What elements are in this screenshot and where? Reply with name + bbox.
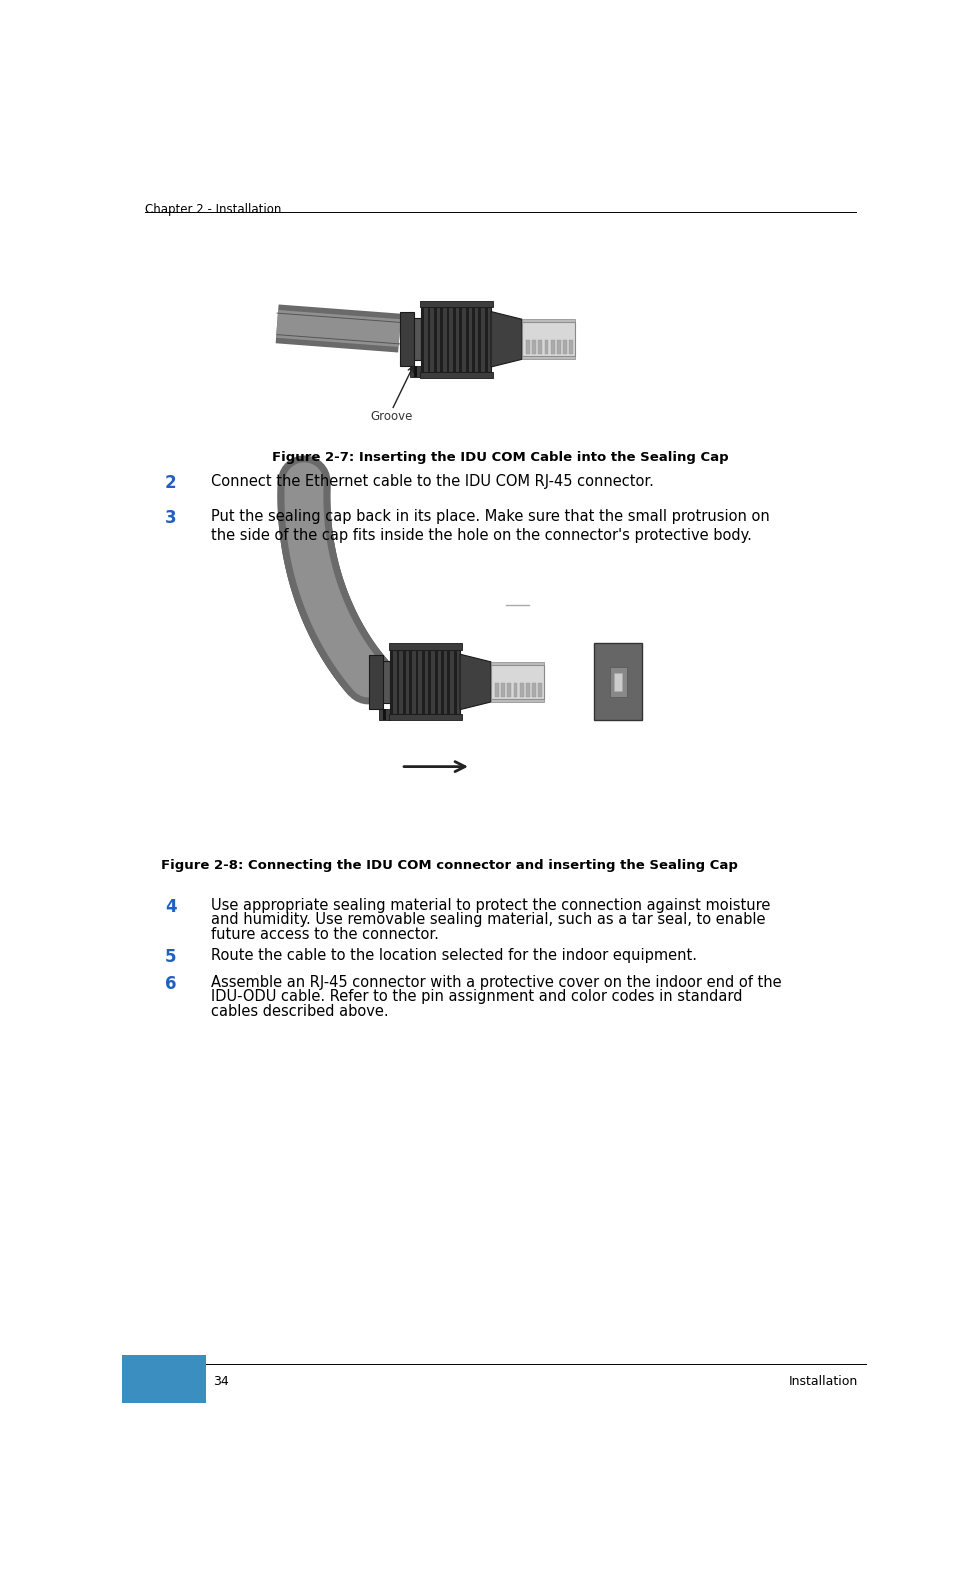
Bar [420, 372, 492, 378]
Bar [413, 366, 416, 377]
Bar [544, 340, 548, 355]
Bar [507, 682, 511, 697]
Bar [453, 649, 456, 714]
Bar [491, 698, 544, 701]
Bar [435, 649, 438, 714]
Bar [409, 649, 412, 714]
Text: Put the sealing cap back in its place. Make sure that the small protrusion on: Put the sealing cap back in its place. M… [211, 509, 770, 523]
Bar [495, 682, 499, 697]
Bar [428, 649, 431, 714]
Bar [383, 660, 390, 703]
Bar [491, 665, 544, 698]
Bar [441, 649, 444, 714]
Bar [485, 307, 488, 372]
Bar [538, 682, 542, 697]
Bar [466, 307, 469, 372]
Bar [472, 307, 475, 372]
Bar [532, 682, 536, 697]
Bar [390, 649, 460, 714]
Text: 3: 3 [165, 509, 177, 526]
Bar [397, 649, 400, 714]
Text: Groove: Groove [370, 410, 412, 422]
Bar [551, 340, 555, 355]
Bar [413, 318, 421, 359]
Bar [383, 709, 386, 720]
Text: 2: 2 [165, 474, 177, 492]
Polygon shape [491, 312, 522, 367]
Bar [570, 340, 573, 355]
Bar [434, 307, 437, 372]
Bar [538, 340, 542, 355]
Text: Figure 2-8: Connecting the IDU COM connector and inserting the Sealing Cap: Figure 2-8: Connecting the IDU COM conne… [161, 859, 738, 872]
Bar [514, 682, 518, 697]
Text: Installation: Installation [789, 1374, 859, 1387]
Bar [441, 307, 444, 372]
Text: 4: 4 [165, 897, 177, 916]
Bar [446, 307, 449, 372]
Bar [610, 667, 626, 697]
Bar [421, 307, 424, 372]
Bar [526, 682, 530, 697]
Text: future access to the connector.: future access to the connector. [211, 927, 439, 942]
Text: IDU-ODU cable. Refer to the pin assignment and color codes in standard: IDU-ODU cable. Refer to the pin assignme… [211, 990, 743, 1004]
Text: Connect the Ethernet cable to the IDU COM RJ-45 connector.: Connect the Ethernet cable to the IDU CO… [211, 474, 655, 489]
Bar [526, 340, 530, 355]
Text: 6: 6 [165, 974, 176, 993]
Bar [447, 649, 450, 714]
Polygon shape [460, 654, 491, 709]
Bar [400, 312, 413, 366]
Bar [615, 673, 622, 692]
Text: Chapter 2 - Installation: Chapter 2 - Installation [146, 203, 281, 216]
Text: and humidity. Use removable sealing material, such as a tar seal, to enable: and humidity. Use removable sealing mate… [211, 913, 766, 927]
Bar [522, 356, 574, 359]
Bar [532, 340, 536, 355]
Bar [422, 649, 425, 714]
Bar [389, 643, 461, 649]
Bar [491, 662, 544, 665]
Text: Figure 2-7: Inserting the IDU COM Cable into the Sealing Cap: Figure 2-7: Inserting the IDU COM Cable … [272, 451, 729, 463]
Bar [453, 307, 456, 372]
Bar [563, 340, 567, 355]
Bar [389, 714, 461, 720]
Bar [520, 682, 524, 697]
Bar [122, 1355, 206, 1403]
Bar [421, 307, 491, 372]
Text: the side of the cap fits inside the hole on the connector's protective body.: the side of the cap fits inside the hole… [211, 528, 752, 542]
Text: Route the cable to the location selected for the indoor equipment.: Route the cable to the location selected… [211, 947, 698, 963]
Bar [390, 649, 393, 714]
Text: 34: 34 [214, 1374, 230, 1387]
Bar [501, 682, 505, 697]
Bar [522, 320, 574, 323]
Text: 5: 5 [165, 947, 176, 966]
Bar [420, 301, 492, 307]
Bar [379, 709, 390, 720]
Bar [415, 649, 418, 714]
Bar [368, 656, 383, 709]
Bar [522, 323, 574, 356]
Bar [594, 643, 642, 720]
Bar [459, 307, 462, 372]
Text: Use appropriate sealing material to protect the connection against moisture: Use appropriate sealing material to prot… [211, 897, 771, 913]
Text: cables described above.: cables described above. [211, 1004, 389, 1018]
Bar [428, 307, 431, 372]
Bar [403, 649, 405, 714]
Bar [479, 307, 482, 372]
Bar [557, 340, 561, 355]
Text: Assemble an RJ-45 connector with a protective cover on the indoor end of the: Assemble an RJ-45 connector with a prote… [211, 974, 782, 990]
Bar [409, 366, 420, 377]
